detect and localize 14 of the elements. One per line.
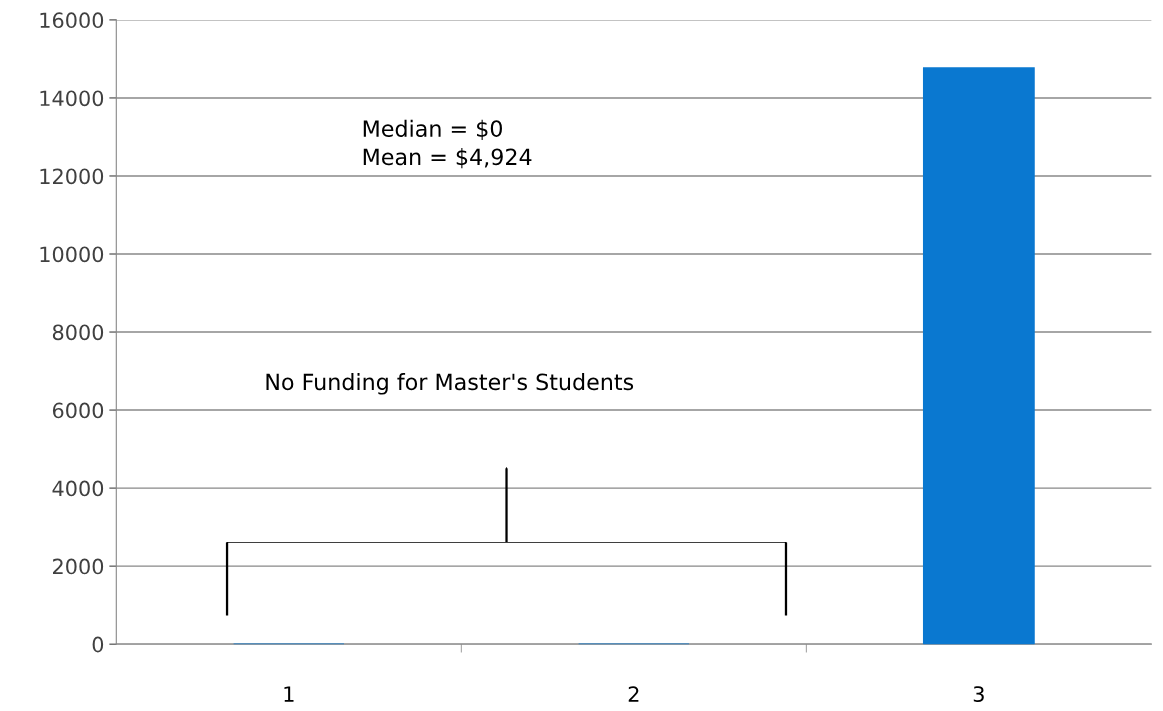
y-tick-label: 6000	[52, 402, 104, 419]
annotation: Median = $0 Mean = $4,924	[363, 119, 532, 169]
x-tick-label: 3	[973, 686, 984, 702]
y-tick-label: 4000	[52, 480, 104, 497]
y-tick-label: 10000	[40, 246, 104, 263]
x-tick-label: 2	[628, 686, 639, 702]
y-tick-label: 14000	[40, 90, 104, 107]
annotation: No Funding for Master's Students	[266, 373, 634, 395]
x-tick-label: 1	[284, 686, 294, 702]
y-tick-label: 0	[92, 636, 104, 653]
y-tick-label: 12000	[40, 168, 104, 185]
y-tick-label: 8000	[52, 324, 104, 341]
y-tick-label: 16000	[40, 12, 104, 29]
y-tick-label: 2000	[53, 558, 104, 575]
